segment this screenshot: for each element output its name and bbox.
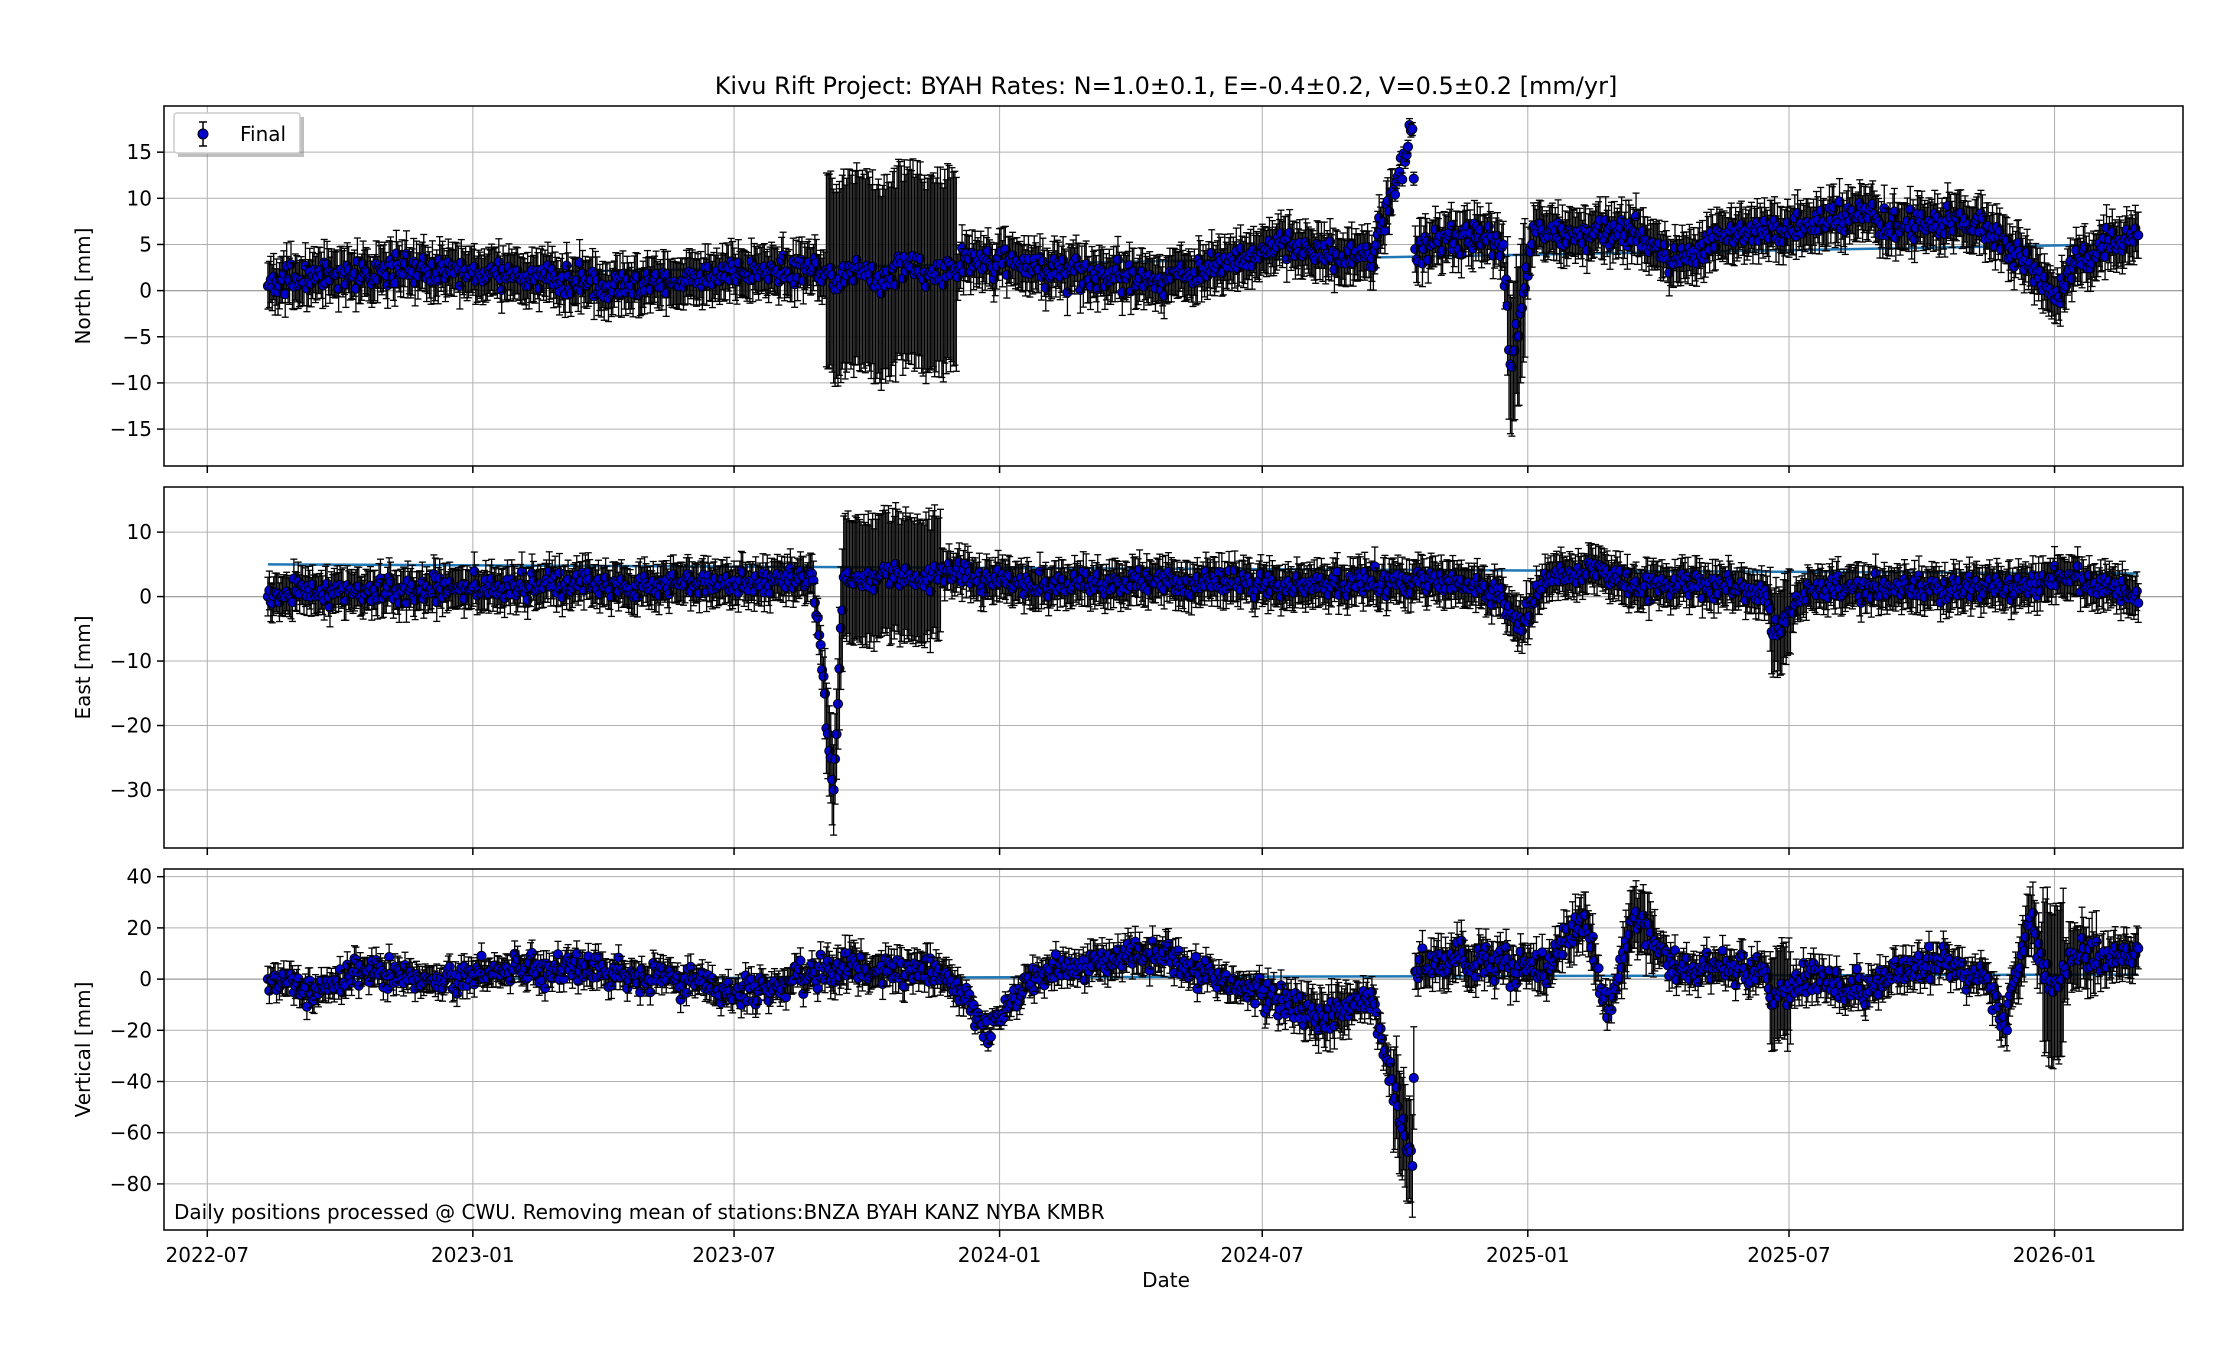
data-point [1401,149,1412,161]
data-point [1939,228,1950,239]
data-point [1397,174,1408,185]
data-point [1408,173,1419,184]
figure-title: Kivu Rift Project: BYAH Rates: N=1.0±0.1… [715,72,1618,100]
data-point [1498,239,1509,250]
data-point [1407,124,1418,135]
north-data-points [262,117,2144,437]
data-point [1389,189,1401,200]
data-point [1402,141,1414,152]
